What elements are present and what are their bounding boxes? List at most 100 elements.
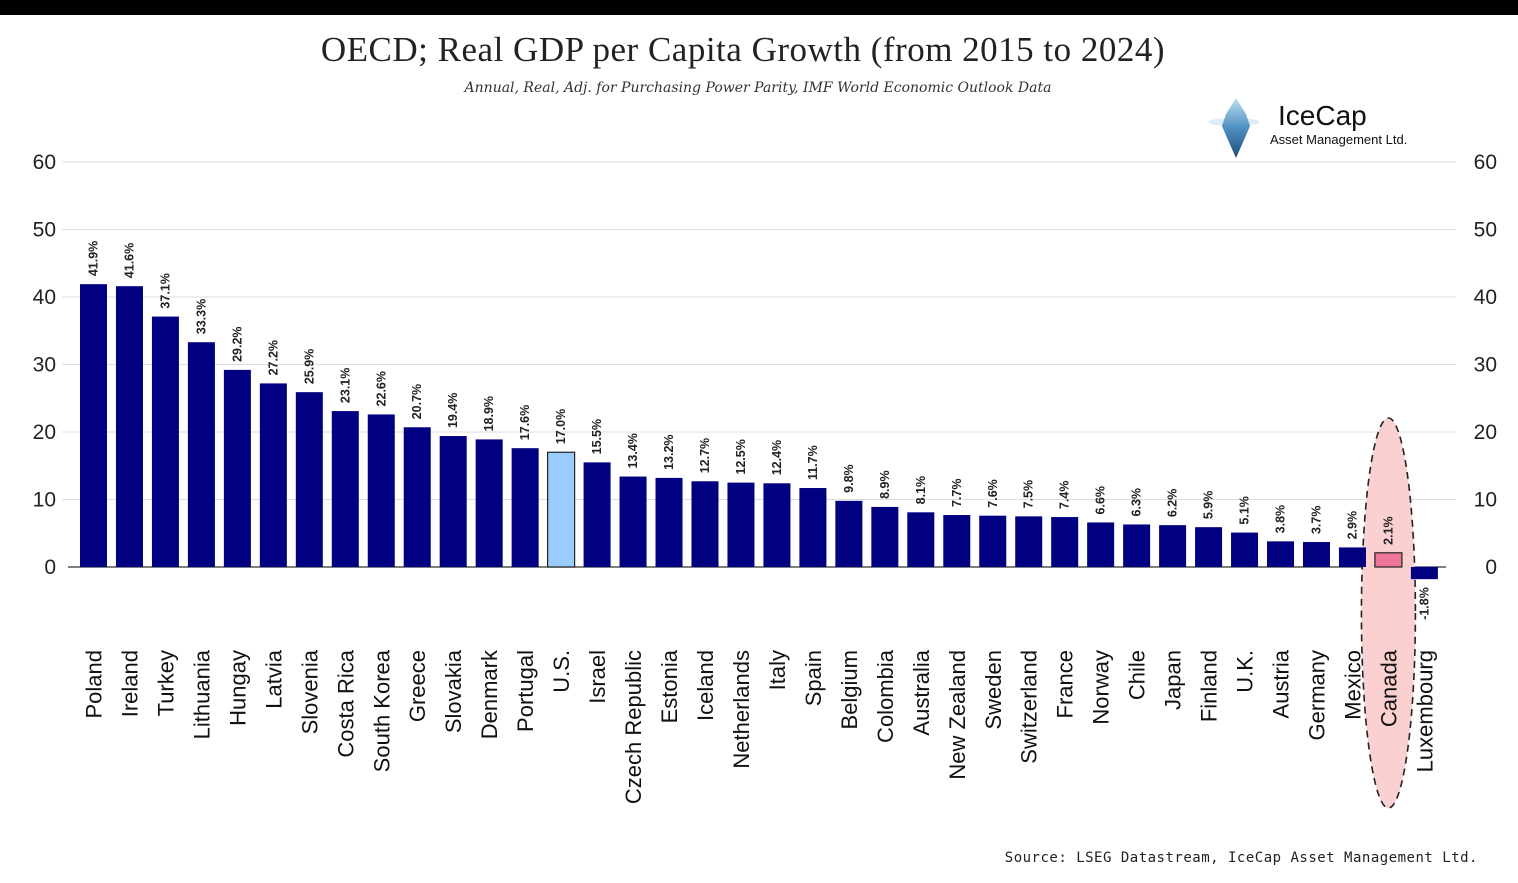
category-label-mexico: Mexico [1340,650,1365,720]
category-label-estonia: Estonia [657,649,682,723]
category-label-ireland: Ireland [117,650,142,717]
category-label-denmark: Denmark [477,649,502,739]
value-label-mexico: 2.9% [1345,511,1359,540]
category-label-canada: Canada [1376,649,1401,727]
logo-subtitle: Asset Management Ltd. [1270,132,1408,147]
value-label-greece: 20.7% [410,384,424,419]
y-tick-right: 10 [1474,489,1497,512]
category-labels: Poland Ireland Turkey Lithuania Hungay Latvia… [82,649,1438,804]
category-label-czech-republic: Czech Republic [621,650,646,804]
bar-u-k [1231,532,1259,567]
category-label-colombia: Colombia [873,649,898,743]
value-label-poland: 41.9% [87,241,101,276]
category-label-norway: Norway [1089,650,1114,725]
bar-czech-republic [619,476,647,567]
value-label-finland: 5.9% [1202,491,1216,520]
value-label-switzerland: 7.5% [1022,480,1036,509]
bar-france [1051,517,1079,567]
y-tick-right: 30 [1474,354,1497,377]
value-label-lithuania: 33.3% [194,299,208,334]
bar-germany [1302,542,1330,567]
y-tick-left: 60 [33,151,56,174]
value-label-south-korea: 22.6% [374,371,388,406]
value-label-u-k: 5.1% [1238,496,1252,525]
value-label-canada: 2.1% [1381,516,1395,545]
logo-name: IceCap [1278,100,1367,131]
source-note: Source: LSEG Datastream, IceCap Asset Ma… [1004,850,1478,866]
highlight-ellipse-layer [1360,417,1417,809]
y-tick-right: 60 [1474,151,1497,174]
y-tick-left: 40 [33,286,56,309]
bar-chile [1123,524,1151,567]
category-label-u-k: U.K. [1233,650,1258,693]
bar-costa-rica [331,411,359,567]
bar-finland [1195,527,1223,567]
icecap-logo: IceCap Asset Management Ltd. [1206,96,1436,160]
bar-luxembourg [1410,567,1438,580]
category-label-new-zealand: New Zealand [945,650,970,780]
bar-japan [1159,525,1187,567]
bar-estonia [655,477,683,567]
bar-colombia [871,506,899,567]
category-label-poland: Poland [82,650,107,719]
category-label-finland: Finland [1197,650,1222,722]
category-label-germany: Germany [1304,650,1329,740]
bar-israel [583,462,611,567]
value-label-latvia: 27.2% [266,340,280,375]
value-label-czech-republic: 13.4% [626,433,640,468]
bar-denmark [475,439,503,567]
value-labels: 41.9% 41.6% 37.1% 33.3% 29.2% 27.2% 25.9% 23.1%… [87,241,1432,620]
category-label-spain: Spain [801,650,826,706]
bar-latvia [259,383,287,567]
y-tick-left: 20 [33,421,56,444]
value-label-new-zealand: 7.7% [950,479,964,508]
chart-subtitle: Annual, Real, Adj. for Purchasing Power … [464,80,1052,96]
value-label-germany: 3.7% [1309,506,1323,535]
category-label-slovenia: Slovenia [297,649,322,734]
category-label-costa-rica: Costa Rica [333,649,358,757]
value-label-italy: 12.4% [770,440,784,475]
category-label-turkey: Turkey [153,650,178,716]
value-label-costa-rica: 23.1% [338,368,352,403]
bar-ireland [115,286,143,567]
bar-sweden [979,515,1007,567]
bar-iceland [691,481,719,567]
bar-canada [1374,552,1403,568]
value-label-iceland: 12.7% [698,438,712,473]
iceberg-icon [1208,98,1260,158]
y-tick-left: 10 [33,489,56,512]
value-label-sweden: 7.6% [986,479,1000,508]
category-label-chile: Chile [1125,650,1150,700]
category-label-south-korea: South Korea [369,649,394,772]
value-label-spain: 11.7% [806,445,820,480]
value-label-belgium: 9.8% [842,464,856,493]
value-label-portugal: 17.6% [518,405,532,440]
bar-australia [907,512,935,567]
bar-u-s [547,451,576,568]
bar-portugal [511,448,539,567]
value-label-france: 7.4% [1058,481,1072,510]
category-label-netherlands: Netherlands [729,650,754,769]
bar-austria [1267,541,1295,567]
category-label-australia: Australia [909,649,934,735]
bar-netherlands [727,482,755,567]
bar-slovakia [439,436,467,567]
value-label-slovakia: 19.4% [446,393,460,428]
category-label-sweden: Sweden [981,650,1006,730]
chart-title: OECD; Real GDP per Capita Growth (from 2… [320,30,1166,69]
bar-slovenia [295,392,323,567]
category-label-iceland: Iceland [693,650,718,721]
category-label-france: France [1053,650,1078,718]
value-label-turkey: 37.1% [158,273,172,308]
bar-south-korea [367,414,395,567]
category-label-portugal: Portugal [513,650,538,732]
value-label-colombia: 8.9% [878,470,892,499]
category-label-luxembourg: Luxembourg [1412,650,1437,772]
category-label-belgium: Belgium [837,650,862,729]
value-label-japan: 6.2% [1166,489,1180,518]
y-tick-right: 20 [1474,421,1497,444]
bar-poland [80,284,107,567]
value-label-hungay: 29.2% [230,326,244,361]
value-label-australia: 8.1% [914,476,928,505]
